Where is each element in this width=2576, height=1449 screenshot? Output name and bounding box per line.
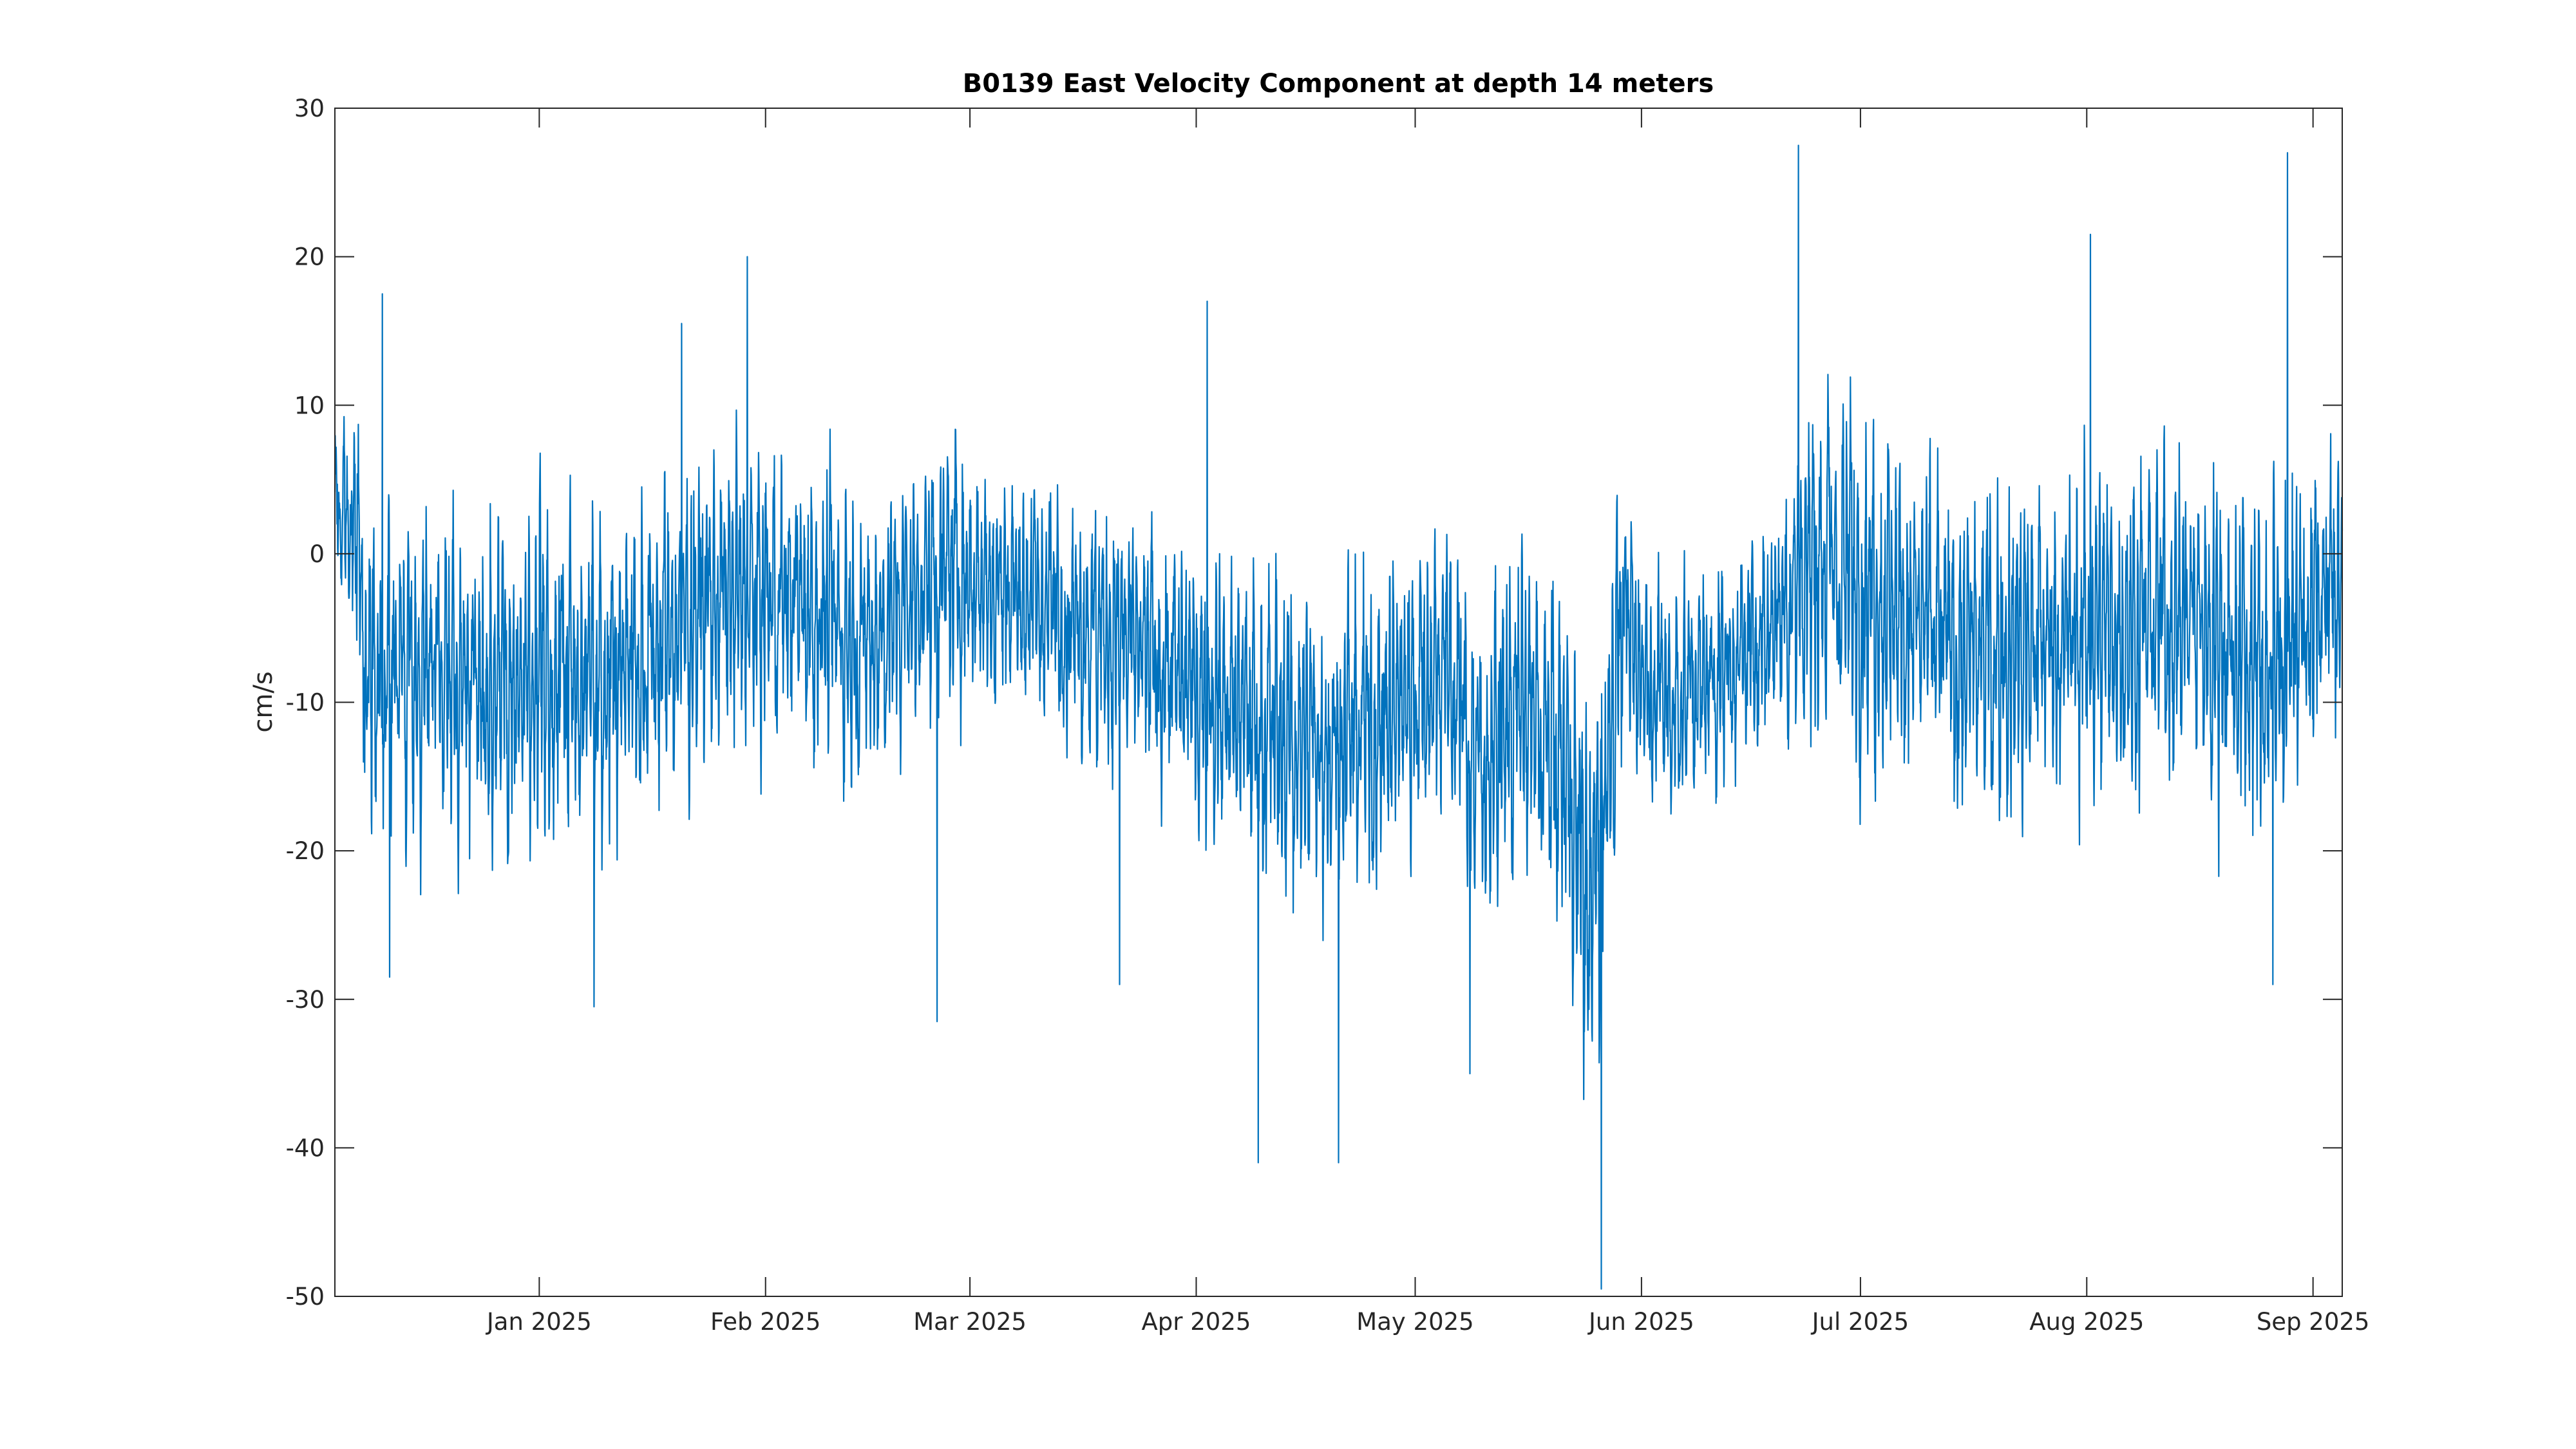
axes-layer: 30 20 10 0 -10 -20 -30 -40 -50 Jan 2025 Feb 2025 Ma… [286, 95, 2370, 1336]
y-tick-label: 20 [294, 243, 325, 271]
y-tick-label: 0 [309, 540, 325, 568]
y-tick-label: -50 [286, 1283, 325, 1311]
y-tick-label: -30 [286, 986, 325, 1014]
x-tick-label: Jul 2025 [1811, 1308, 1909, 1336]
y-tick-label: -20 [286, 837, 325, 865]
y-tick-label: 10 [294, 392, 325, 419]
x-tick-label: Sep 2025 [2257, 1308, 2370, 1336]
y-tick-label: -40 [286, 1134, 325, 1162]
chart-title: B0139 East Velocity Component at depth 1… [963, 69, 1714, 99]
x-tick-label: Jun 2025 [1587, 1308, 1694, 1336]
series-layer [334, 144, 2344, 1290]
y-tick-label: -10 [286, 689, 325, 717]
x-tick-label: Jan 2025 [486, 1308, 592, 1336]
x-tick-label: Mar 2025 [913, 1308, 1027, 1336]
series-line-east-velocity [334, 144, 2344, 1290]
x-tick-label: Aug 2025 [2029, 1308, 2144, 1336]
y-tick-label: 30 [294, 95, 325, 122]
x-tick-label: Feb 2025 [710, 1308, 820, 1336]
y-axis-label: cm/s [249, 671, 278, 732]
x-tick-label: May 2025 [1356, 1308, 1473, 1336]
x-tick-label: Apr 2025 [1142, 1308, 1251, 1336]
